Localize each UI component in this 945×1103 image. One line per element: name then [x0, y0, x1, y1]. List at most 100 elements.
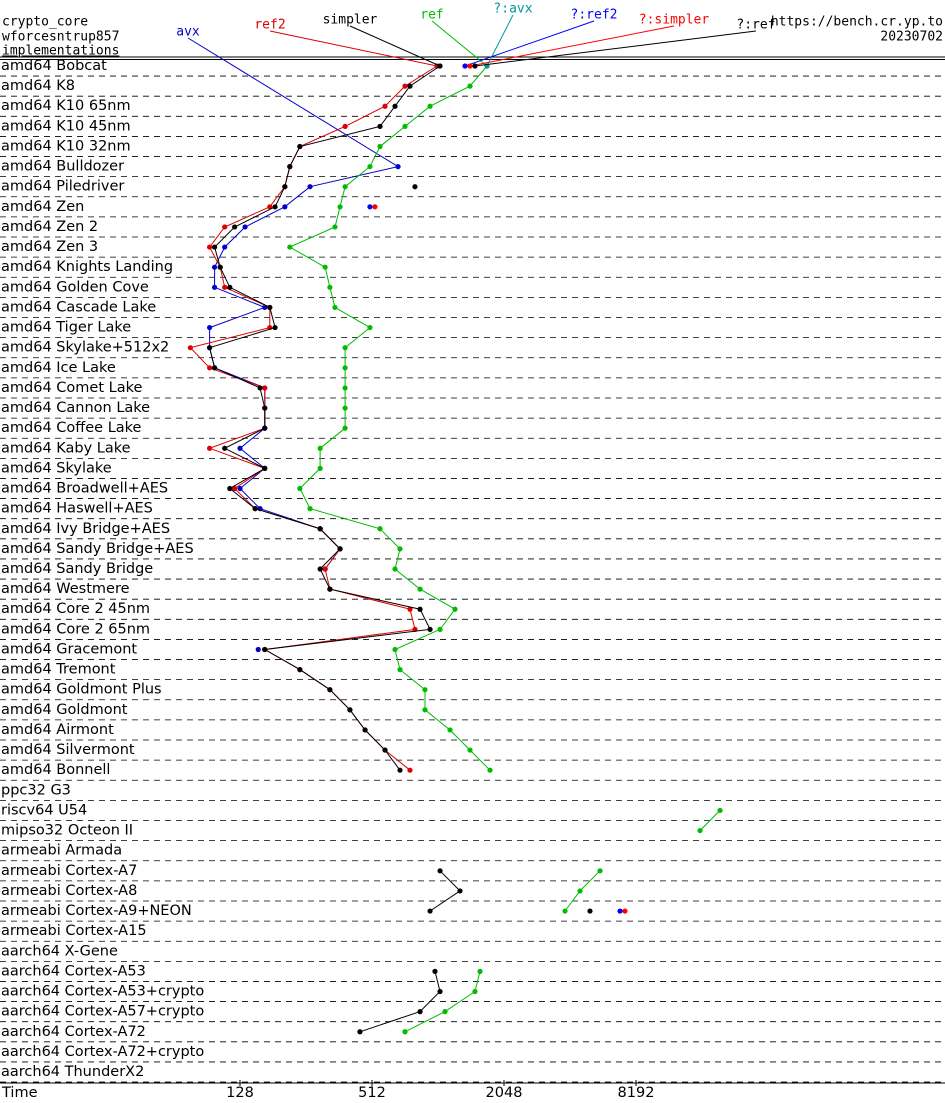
data-point: [257, 385, 263, 391]
data-point: [267, 304, 273, 311]
row-label: amd64 Tremont: [1, 662, 116, 678]
data-point: [272, 204, 278, 210]
data-point: [211, 264, 218, 270]
data-point: [317, 526, 323, 532]
data-point: [232, 224, 238, 230]
data-point: [382, 747, 388, 753]
data-point: [287, 244, 293, 250]
row-label: amd64 Skylake: [1, 460, 112, 476]
row-label: amd64 Haswell+AES: [1, 501, 153, 517]
data-point: [367, 164, 373, 170]
row-label: armeabi Cortex-A8: [1, 883, 137, 899]
data-point: [255, 646, 261, 653]
row-label: amd64 Sandy Bridge+AES: [1, 541, 194, 557]
data-point: [377, 143, 383, 150]
data-point: [447, 727, 453, 733]
data-point: [397, 667, 403, 673]
data-point: [262, 646, 268, 653]
header-operation: wforcesntrup857: [2, 30, 119, 45]
data-point: [377, 526, 383, 532]
row-label: amd64 Tiger Lake: [1, 320, 131, 336]
data-point: [337, 546, 343, 552]
data-point: [367, 204, 373, 210]
data-point: [317, 465, 323, 471]
row-label: amd64 Ivy Bridge+AES: [1, 521, 170, 537]
data-point: [237, 485, 243, 492]
series-line: [209, 65, 461, 1033]
data-point: [432, 968, 438, 975]
data-point: [417, 586, 423, 592]
row-label: ppc32 G3: [1, 782, 71, 798]
data-point: [422, 707, 428, 713]
row-label: amd64 Golden Cove: [1, 279, 149, 295]
data-point: [397, 767, 403, 773]
data-point: [437, 626, 443, 632]
row-label: aarch64 Cortex-A72: [1, 1024, 146, 1040]
row-label: amd64 Kaby Lake: [1, 440, 131, 456]
data-point: [262, 425, 268, 431]
header-primitive: crypto_core: [2, 15, 88, 30]
row-label: amd64 Bulldozer: [1, 159, 124, 175]
row-label: amd64 Core 2 45nm: [1, 601, 150, 617]
data-point: [697, 827, 703, 834]
data-point: [342, 123, 348, 129]
row-label: amd64 Skylake+512x2: [1, 340, 169, 356]
data-point: [617, 908, 623, 914]
row-label: amd64 Goldmont: [1, 702, 128, 718]
data-point: [562, 908, 568, 914]
data-point: [222, 244, 228, 250]
data-point: [597, 868, 603, 874]
data-point: [367, 324, 373, 331]
data-point: [297, 143, 303, 150]
legend-leader: [474, 30, 757, 67]
legend-label: ?:avx: [493, 2, 532, 17]
row-label: amd64 Zen 2: [1, 219, 98, 235]
row-label: amd64 Coffee Lake: [1, 420, 142, 436]
data-point: [437, 988, 443, 995]
row-label: amd64 K10 65nm: [1, 98, 131, 114]
legend-leader: [486, 14, 514, 67]
legend-leader: [187, 37, 399, 168]
legend-label: ?:simpler: [639, 13, 710, 28]
data-point: [211, 244, 218, 250]
data-point: [392, 566, 398, 572]
data-point: [717, 807, 723, 814]
data-point: [427, 103, 433, 109]
data-point: [206, 445, 213, 451]
data-point: [622, 908, 628, 914]
data-point: [252, 506, 258, 512]
data-point: [407, 83, 413, 89]
data-point: [262, 405, 268, 411]
data-point: [232, 485, 238, 492]
data-point: [377, 123, 383, 129]
series-line: [288, 65, 721, 1033]
legend-leader: [269, 30, 438, 67]
row-label: amd64 Comet Lake: [1, 380, 142, 396]
row-label: amd64 Zen 3: [1, 239, 98, 255]
row-label: amd64 Sandy Bridge: [1, 561, 153, 577]
header-subtitle: implementations: [2, 44, 119, 59]
data-point: [587, 908, 593, 914]
series-line: [210, 167, 398, 650]
data-point: [452, 606, 458, 612]
data-point: [342, 385, 348, 391]
x-tick-label: 2048: [486, 1085, 523, 1101]
x-tick-label: 512: [358, 1085, 386, 1101]
data-point: [392, 646, 398, 653]
row-label: amd64 Cannon Lake: [1, 400, 150, 416]
data-point: [206, 244, 213, 250]
data-point: [337, 204, 343, 210]
data-point: [412, 184, 418, 190]
x-tick-label: 8192: [618, 1085, 655, 1101]
data-point: [342, 184, 348, 190]
row-label: armeabi Cortex-A7: [1, 863, 137, 879]
data-point: [332, 224, 338, 230]
data-point: [472, 988, 478, 995]
data-point: [242, 224, 248, 230]
row-label: amd64 Westmere: [1, 581, 130, 597]
legend-leader: [464, 20, 595, 67]
row-label: aarch64 Cortex-A57+crypto: [1, 1004, 204, 1020]
data-point: [297, 485, 303, 492]
row-label: aarch64 Cortex-A53+crypto: [1, 984, 204, 1000]
data-point: [467, 747, 473, 753]
